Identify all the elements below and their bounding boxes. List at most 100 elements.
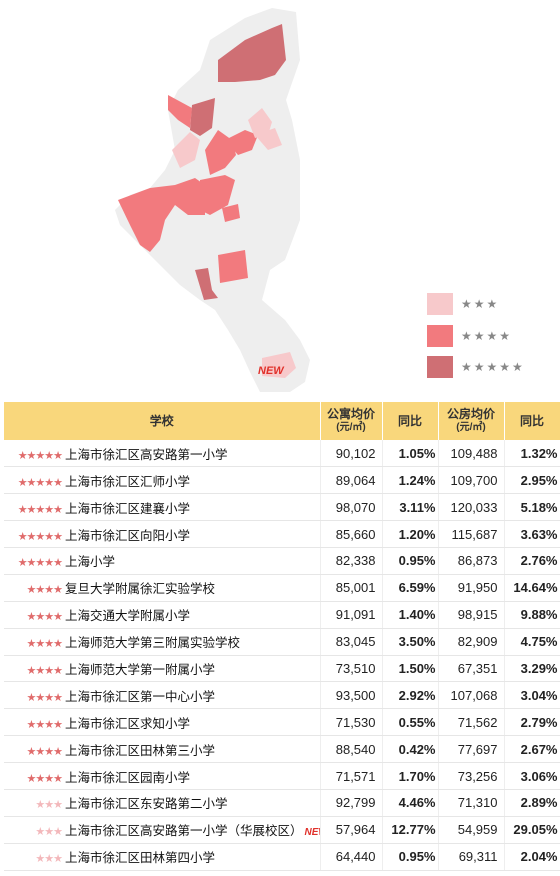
pub-price-cell: 109,700 bbox=[438, 466, 505, 495]
school-cell: ★★★★ 上海师范大学第三附属实验学校 bbox=[4, 628, 321, 656]
region-3star-d bbox=[262, 352, 296, 378]
apt-price-cell: 57,964 bbox=[320, 816, 383, 844]
pub-yoy-cell: 2.67% bbox=[504, 735, 560, 764]
school-cell: ★★★★ 上海交通大学附属小学 bbox=[4, 601, 321, 629]
apt-yoy-cell: 12.77% bbox=[382, 816, 439, 844]
apt-yoy-cell: 0.95% bbox=[382, 843, 439, 871]
star-rating: ★★★★★ bbox=[17, 557, 63, 570]
apt-price-cell: 71,571 bbox=[320, 762, 383, 790]
star-rating: ★★★ bbox=[35, 853, 63, 866]
apt-price-cell: 89,064 bbox=[320, 466, 383, 495]
pub-yoy-cell: 9.88% bbox=[504, 601, 560, 629]
apt-price-cell: 71,530 bbox=[320, 708, 383, 737]
school-name: 上海市徐汇区田林第四小学 bbox=[65, 851, 216, 866]
apt-yoy-cell: 1.20% bbox=[382, 520, 439, 548]
school-cell: ★★★★ 上海市徐汇区求知小学 bbox=[4, 708, 321, 737]
pub-yoy-cell: 3.29% bbox=[504, 655, 560, 683]
pub-price-cell: 54,959 bbox=[438, 816, 505, 844]
legend-stars-5: ★★★★★ bbox=[461, 360, 525, 374]
table-row: ★★★★ 上海师范大学第一附属小学 73,510 1.50% 67,351 3.29% bbox=[4, 655, 560, 683]
header-pub-yoy: 同比 bbox=[504, 402, 560, 440]
region-5star-c bbox=[195, 268, 218, 300]
pub-price-cell: 67,351 bbox=[438, 655, 505, 683]
region-4star-f bbox=[200, 175, 235, 215]
school-name: 上海师范大学第一附属小学 bbox=[65, 662, 216, 677]
new-badge: NEW bbox=[304, 827, 319, 839]
pub-yoy-cell: 2.79% bbox=[504, 708, 560, 737]
region-4star-d bbox=[218, 250, 248, 283]
table-row: ★★★★ 上海市徐汇区田林第三小学 88,540 0.42% 77,697 2.67% bbox=[4, 735, 560, 764]
table-row: ★★★ 上海市徐汇区东安路第二小学 92,799 4.46% 71,310 2.89% bbox=[4, 789, 560, 817]
apt-yoy-cell: 6.59% bbox=[382, 574, 439, 602]
pub-price-cell: 71,562 bbox=[438, 708, 505, 737]
star-rating: ★★★★★ bbox=[17, 449, 63, 462]
school-name: 复旦大学附属徐汇实验学校 bbox=[65, 582, 216, 597]
legend-swatch-4star bbox=[427, 325, 453, 347]
table-row: ★★★★★ 上海市徐汇区高安路第一小学 90,102 1.05% 109,488 1.32… bbox=[4, 440, 560, 468]
star-rating: ★★★★★ bbox=[17, 530, 63, 543]
table-header-row: 学校 公寓均价 (元/㎡) 同比 公房均价 (元/㎡) 同比 bbox=[4, 402, 560, 440]
apt-price-cell: 91,091 bbox=[320, 601, 383, 629]
apt-yoy-cell: 0.95% bbox=[382, 547, 439, 575]
district-map: ★★★ ★★★★ ★★★★★ NEW bbox=[0, 0, 560, 400]
table-row: ★★★★★ 上海市徐汇区建襄小学 98,070 3.11% 120,033 5.18% bbox=[4, 493, 560, 522]
region-3star-c bbox=[255, 128, 282, 150]
header-apt-yoy: 同比 bbox=[382, 402, 439, 440]
star-rating: ★★★★ bbox=[26, 638, 63, 651]
table-row: ★★★★ 上海市徐汇区园南小学 71,571 1.70% 73,256 3.06% bbox=[4, 762, 560, 790]
apt-yoy-cell: 1.24% bbox=[382, 466, 439, 495]
apt-price-cell: 98,070 bbox=[320, 493, 383, 522]
apt-yoy-cell: 3.11% bbox=[382, 493, 439, 522]
school-cell: ★★★★★ 上海市徐汇区汇师小学 bbox=[4, 466, 321, 495]
apt-price-cell: 64,440 bbox=[320, 843, 383, 871]
school-name: 上海市徐汇区第一中心小学 bbox=[65, 689, 216, 704]
apt-price-cell: 83,045 bbox=[320, 628, 383, 656]
school-cell: ★★★ 上海市徐汇区田林第四小学 bbox=[4, 843, 321, 871]
region-4star-c bbox=[118, 178, 205, 252]
pub-yoy-cell: 1.32% bbox=[504, 440, 560, 468]
school-cell: ★★★★★ 上海市徐汇区建襄小学 bbox=[4, 493, 321, 522]
table-row: ★★★★ 上海交通大学附属小学 91,091 1.40% 98,915 9.88% bbox=[4, 601, 560, 629]
school-name: 上海市徐汇区建襄小学 bbox=[65, 501, 191, 516]
pub-yoy-cell: 2.95% bbox=[504, 466, 560, 495]
table-body: ★★★★★ 上海市徐汇区高安路第一小学 90,102 1.05% 109,488 1.32… bbox=[4, 440, 560, 871]
header-pub-price-label: 公房均价 bbox=[446, 407, 495, 421]
legend-4star: ★★★★ bbox=[427, 325, 512, 347]
school-cell: ★★★★ 上海市徐汇区园南小学 bbox=[4, 762, 321, 790]
pub-price-cell: 86,873 bbox=[438, 547, 505, 575]
school-name: 上海市徐汇区园南小学 bbox=[65, 770, 191, 785]
pub-price-cell: 71,310 bbox=[438, 789, 505, 817]
apt-yoy-cell: 1.05% bbox=[382, 440, 439, 468]
star-rating: ★★★★ bbox=[26, 772, 63, 785]
header-pub-price-unit: (元/㎡) bbox=[456, 422, 486, 433]
apt-yoy-cell: 0.55% bbox=[382, 708, 439, 737]
table-row: ★★★★ 上海市徐汇区第一中心小学 93,500 2.92% 107,068 3.04% bbox=[4, 681, 560, 710]
star-rating: ★★★★★ bbox=[17, 503, 63, 516]
school-cell: ★★★★ 上海师范大学第一附属小学 bbox=[4, 655, 321, 683]
apt-price-cell: 85,660 bbox=[320, 520, 383, 548]
pub-price-cell: 91,950 bbox=[438, 574, 505, 602]
star-rating: ★★★★ bbox=[26, 611, 63, 624]
region-3star-a bbox=[172, 132, 200, 168]
school-cell: ★★★★ 复旦大学附属徐汇实验学校 bbox=[4, 574, 321, 602]
legend-swatch-3star bbox=[427, 293, 453, 315]
school-name: 上海市徐汇区高安路第一小学（华展校区） bbox=[65, 824, 303, 839]
apt-price-cell: 88,540 bbox=[320, 735, 383, 764]
school-cell: ★★★ 上海市徐汇区东安路第二小学 bbox=[4, 789, 321, 817]
pub-yoy-cell: 4.75% bbox=[504, 628, 560, 656]
star-rating: ★★★ bbox=[35, 799, 63, 812]
header-pub-price: 公房均价 (元/㎡) bbox=[438, 402, 505, 440]
school-name: 上海市徐汇区田林第三小学 bbox=[65, 743, 216, 758]
table-row: ★★★ 上海市徐汇区田林第四小学 64,440 0.95% 69,311 2.04% bbox=[4, 843, 560, 871]
legend-stars-3: ★★★ bbox=[461, 297, 500, 311]
legend-5star: ★★★★★ bbox=[427, 356, 525, 378]
apt-yoy-cell: 0.42% bbox=[382, 735, 439, 764]
table-row: ★★★★★ 上海市徐汇区汇师小学 89,064 1.24% 109,700 2.95% bbox=[4, 466, 560, 495]
header-school: 学校 bbox=[4, 402, 321, 440]
school-cell: ★★★★★ 上海小学 bbox=[4, 547, 321, 575]
region-4star-e bbox=[225, 130, 258, 155]
pub-price-cell: 98,915 bbox=[438, 601, 505, 629]
pub-price-cell: 77,697 bbox=[438, 735, 505, 764]
apt-yoy-cell: 1.70% bbox=[382, 762, 439, 790]
apt-yoy-cell: 1.50% bbox=[382, 655, 439, 683]
